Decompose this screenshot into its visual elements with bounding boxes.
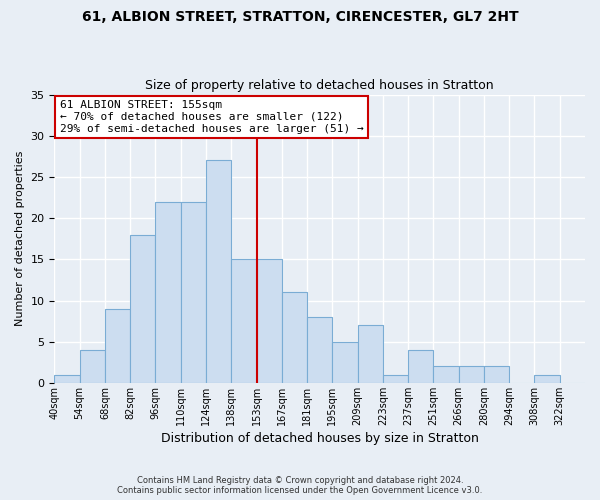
- Bar: [282, 292, 307, 383]
- Bar: [231, 260, 257, 383]
- Bar: [55, 374, 80, 383]
- Title: Size of property relative to detached houses in Stratton: Size of property relative to detached ho…: [145, 79, 494, 92]
- Bar: [358, 325, 383, 383]
- Bar: [130, 234, 155, 383]
- Bar: [433, 366, 458, 383]
- Bar: [80, 350, 105, 383]
- Bar: [408, 350, 433, 383]
- Text: Contains HM Land Registry data © Crown copyright and database right 2024.
Contai: Contains HM Land Registry data © Crown c…: [118, 476, 482, 495]
- Bar: [383, 374, 408, 383]
- Text: 61, ALBION STREET, STRATTON, CIRENCESTER, GL7 2HT: 61, ALBION STREET, STRATTON, CIRENCESTER…: [82, 10, 518, 24]
- Bar: [155, 202, 181, 383]
- Bar: [257, 260, 282, 383]
- Text: 61 ALBION STREET: 155sqm
← 70% of detached houses are smaller (122)
29% of semi-: 61 ALBION STREET: 155sqm ← 70% of detach…: [60, 100, 364, 134]
- X-axis label: Distribution of detached houses by size in Stratton: Distribution of detached houses by size …: [161, 432, 479, 445]
- Bar: [105, 309, 130, 383]
- Bar: [332, 342, 358, 383]
- Bar: [206, 160, 231, 383]
- Bar: [535, 374, 560, 383]
- Bar: [484, 366, 509, 383]
- Bar: [307, 317, 332, 383]
- Bar: [181, 202, 206, 383]
- Bar: [458, 366, 484, 383]
- Y-axis label: Number of detached properties: Number of detached properties: [15, 151, 25, 326]
